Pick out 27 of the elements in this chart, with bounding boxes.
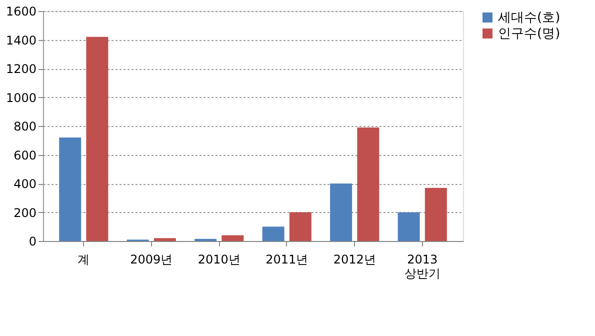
bar: [222, 235, 244, 241]
y-tick-label: 1600: [6, 4, 36, 18]
bar: [357, 127, 380, 241]
y-tick-label: 200: [14, 206, 36, 220]
bar: [398, 212, 420, 241]
x-tick-label: 2010년: [198, 252, 240, 266]
bar: [59, 138, 82, 241]
legend-label: 세대수(호): [498, 10, 560, 26]
bar: [330, 184, 352, 241]
x-tick-label: 2013 상반기: [404, 252, 440, 280]
x-tick-label: 2012년: [333, 252, 376, 266]
y-tick-label: 1200: [6, 62, 36, 76]
bar: [424, 188, 447, 241]
y-tick-label: 0: [28, 234, 36, 248]
y-tick-label: 600: [14, 148, 36, 162]
bar: [86, 36, 108, 241]
y-tick-label: 800: [14, 120, 36, 134]
y-tick-label: 1000: [6, 90, 36, 105]
x-tick-label: 계: [78, 252, 90, 266]
x-tick-label: 2011년: [266, 252, 308, 266]
x-tick-label: 2009년: [130, 252, 173, 266]
bar: [154, 238, 176, 241]
y-tick-label: 400: [14, 177, 36, 191]
y-tick-label: 1400: [6, 33, 36, 48]
bar: [289, 212, 312, 241]
bar: [262, 226, 284, 241]
legend-label: 인구수(명): [498, 26, 560, 42]
